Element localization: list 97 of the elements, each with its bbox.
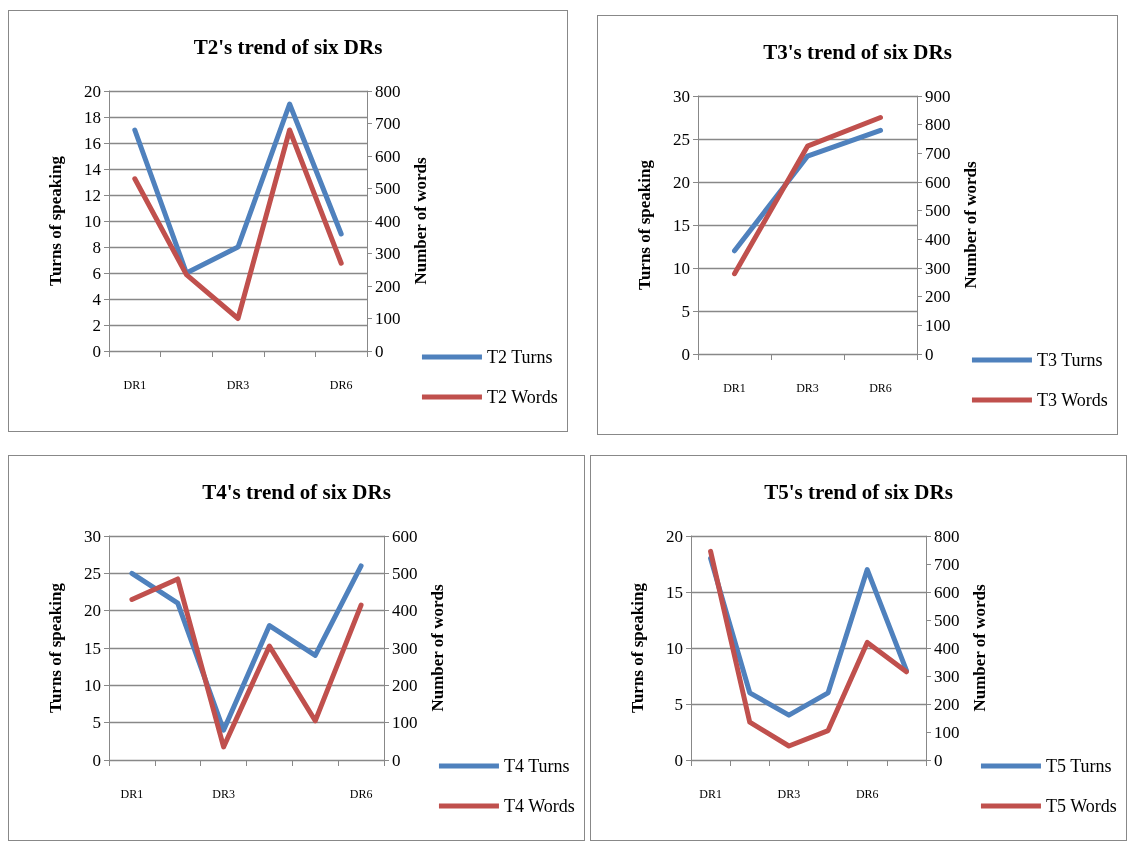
y2-tick-label: 700: [925, 143, 951, 163]
y2-tick-label: 800: [925, 115, 951, 135]
x-tick-label: DR1: [123, 378, 147, 392]
y-axis-title: Turns of speaking: [635, 159, 654, 290]
y2-tick-label: 800: [934, 526, 960, 546]
y-tick-label: 25: [673, 129, 690, 149]
y-tick-label: 18: [84, 107, 101, 127]
y-tick-label: 0: [92, 341, 101, 361]
y-tick-label: 4: [92, 289, 102, 309]
x-tick-label: DR3: [212, 787, 235, 801]
legend-label: T4 Turns: [503, 756, 570, 776]
y-tick-label: 14: [84, 159, 102, 179]
y2-tick-label: 200: [934, 694, 960, 714]
y-tick-label: 2: [92, 315, 101, 335]
y2-tick-label: 600: [375, 146, 401, 166]
y-tick-label: 15: [84, 638, 101, 658]
y2-tick-label: 200: [392, 675, 418, 695]
chart-title: T3's trend of six DRs: [763, 39, 952, 64]
legend-label: T2 Turns: [486, 347, 553, 367]
y2-tick-label: 600: [934, 582, 960, 602]
y2-tick-label: 400: [934, 638, 960, 658]
y-tick-label: 0: [674, 750, 683, 770]
y2-tick-label: 0: [392, 750, 401, 770]
y-tick-label: 10: [673, 258, 690, 278]
x-tick-label: DR1: [699, 787, 722, 801]
x-tick-label: DR3: [796, 381, 819, 395]
y2-tick-label: 600: [925, 172, 951, 192]
y2-tick-label: 500: [375, 179, 401, 198]
y2-tick-label: 400: [375, 211, 401, 231]
x-tick-label: DR1: [120, 787, 144, 801]
y2-tick-label: 200: [375, 276, 401, 296]
y2-tick-label: 100: [934, 722, 960, 742]
x-tick-label: DR6: [349, 787, 373, 801]
y2-tick-label: 700: [934, 554, 960, 574]
y2-tick-label: 300: [934, 666, 960, 686]
y-tick-label: 5: [92, 713, 101, 733]
y2-axis-title: Number of words: [428, 584, 447, 712]
y-tick-label: 6: [92, 263, 101, 283]
y2-tick-label: 300: [392, 638, 418, 658]
y-axis-title: Turns of speaking: [46, 582, 65, 713]
y2-tick-label: 100: [375, 309, 401, 328]
y2-tick-label: 500: [925, 201, 951, 221]
chart-title: T5's trend of six DRs: [764, 479, 953, 504]
y2-tick-label: 0: [375, 341, 384, 361]
x-tick-label: DR6: [329, 378, 353, 392]
legend-label: T5 Turns: [1045, 756, 1112, 776]
y2-tick-label: 300: [925, 258, 951, 278]
y2-tick-label: 700: [375, 114, 401, 133]
y-tick-label: 20: [84, 81, 101, 101]
y2-tick-label: 900: [925, 86, 951, 106]
y-tick-label: 25: [84, 563, 101, 583]
legend-label: T4 Words: [503, 796, 575, 816]
y2-tick-label: 100: [392, 713, 418, 733]
y-tick-label: 12: [84, 185, 101, 205]
legend-label: T3 Turns: [1036, 350, 1103, 370]
y2-tick-label: 500: [392, 563, 418, 583]
y-tick-label: 30: [673, 86, 690, 106]
y2-axis-title: Number of words: [411, 157, 430, 285]
x-tick-label: DR6: [855, 787, 879, 801]
x-tick-label: DR1: [723, 381, 746, 395]
chart-title: T2's trend of six DRs: [193, 34, 383, 59]
x-tick-label: DR6: [869, 381, 892, 395]
y-tick-label: 5: [681, 301, 690, 321]
legend-label: T3 Words: [1036, 390, 1108, 410]
y-tick-label: 15: [673, 215, 690, 235]
y-tick-label: 0: [681, 344, 690, 364]
x-tick-label: DR3: [226, 378, 250, 392]
y2-axis-title: Number of words: [970, 584, 989, 712]
legend-label: T2 Words: [486, 387, 558, 407]
y-tick-label: 20: [666, 526, 683, 546]
y-tick-label: 15: [666, 582, 683, 602]
y2-axis-title: Number of words: [961, 161, 980, 289]
chart-title: T4's trend of six DRs: [202, 479, 391, 504]
y-tick-label: 10: [84, 675, 101, 695]
y-tick-label: 0: [92, 750, 101, 770]
y2-tick-label: 400: [925, 229, 951, 249]
x-tick-label: DR3: [777, 787, 801, 801]
y2-tick-label: 0: [925, 344, 934, 364]
y-tick-label: 5: [674, 694, 683, 714]
y-axis-title: Turns of speaking: [628, 582, 647, 713]
y-tick-label: 30: [84, 526, 101, 546]
y2-tick-label: 200: [925, 287, 951, 307]
y-tick-label: 8: [92, 237, 101, 257]
y2-tick-label: 0: [934, 750, 943, 770]
y2-tick-label: 400: [392, 601, 418, 621]
legend-label: T5 Words: [1045, 796, 1117, 816]
y-tick-label: 20: [673, 172, 690, 192]
y2-tick-label: 500: [934, 610, 960, 630]
y-tick-label: 16: [84, 133, 101, 153]
y2-tick-label: 800: [375, 81, 401, 101]
y-tick-label: 20: [84, 601, 101, 621]
y2-tick-label: 300: [375, 244, 401, 263]
y-axis-title: Turns of speaking: [46, 155, 65, 286]
y2-tick-label: 100: [925, 315, 951, 335]
y-tick-label: 10: [666, 638, 683, 658]
y-tick-label: 10: [84, 211, 101, 231]
y2-tick-label: 600: [392, 526, 418, 546]
